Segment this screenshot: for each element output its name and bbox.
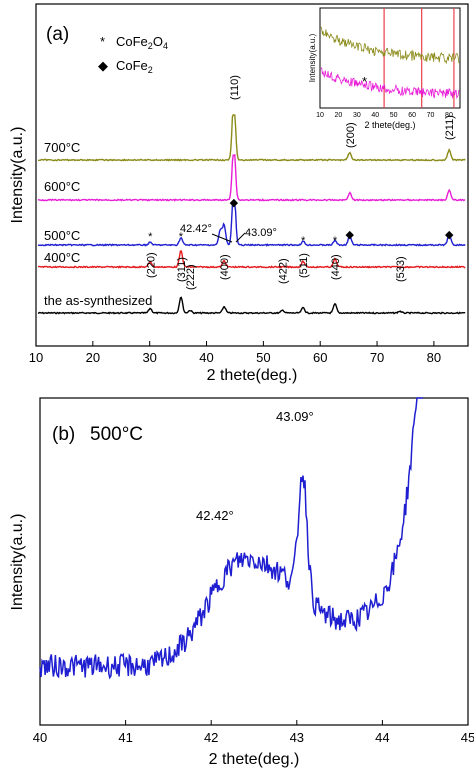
inset-xtick-label: 50 <box>390 112 398 119</box>
peak-marker: * <box>333 235 338 247</box>
panel-a-hkl-labels: (220) (311)(222) (400) (422) (511) (440) (533)… <box>145 75 456 290</box>
peak-marker: * <box>148 231 153 243</box>
series-line <box>37 154 466 202</box>
panel-a-xtick-label: 40 <box>199 350 213 365</box>
inset-series <box>320 8 460 108</box>
panel-a-xtick-label: 20 <box>86 350 100 365</box>
panel-a-xlabel: 2 thete(deg.) <box>207 367 298 384</box>
legend-diamond-symbol: ◆ <box>98 58 108 73</box>
hkl-label: (110) <box>229 75 241 100</box>
panel-b-xlabel: 2 thete(deg.) <box>209 751 300 768</box>
inset-xtick-label: 20 <box>335 112 343 119</box>
hkl-label: (533) <box>395 256 407 282</box>
series-label: 600°C <box>44 179 80 194</box>
panel-a-x-ticks: 10 20 30 40 50 60 70 80 <box>29 341 441 365</box>
series-line <box>38 114 466 162</box>
inset-xtick-label: 40 <box>371 112 379 119</box>
peak-marker: * <box>179 231 184 243</box>
series-label: the as-synthesized <box>44 293 152 308</box>
panel-a-xtick-label: 70 <box>370 350 384 365</box>
series-line <box>38 250 466 269</box>
panel-a: 10 20 30 40 50 60 70 80 (220) (311)(222) (400) (42… <box>9 3 469 384</box>
series-line <box>37 296 466 315</box>
peak-marker: ◆ <box>445 229 454 241</box>
hkl-label: (211) <box>444 115 456 140</box>
panel-a-xtick-label: 30 <box>142 350 156 365</box>
inset: 10 20 30 40 50 60 70 80 * 2 thete(deg.) Intensi… <box>308 7 461 130</box>
peak-marker: ◆ <box>230 197 239 209</box>
inset-xtick-label: 80 <box>445 112 453 119</box>
hkl-label: (220) <box>145 252 157 278</box>
panel-b-annot-42-42: 42.42° <box>196 508 234 523</box>
legend-star-symbol: * <box>100 34 105 49</box>
annot-arrow-2 <box>235 232 246 243</box>
panel-b-xtick-label: 42 <box>204 730 218 745</box>
hkl-label: (311) <box>176 257 188 282</box>
panel-b: 40 41 42 43 44 45 (b) 500°C 2 thete(deg.) Int… <box>9 397 474 768</box>
inset-xtick-label: 70 <box>427 112 435 119</box>
annot-42-42: 42.42° <box>180 223 212 235</box>
panel-b-series-line <box>39 397 424 680</box>
panel-b-x-ticks: 40 41 42 43 44 45 <box>33 720 474 745</box>
panel-a-frame <box>35 3 469 347</box>
hkl-label: (222) <box>185 264 197 290</box>
panel-b-xtick-label: 45 <box>461 730 474 745</box>
inset-x-ticks: 10 20 30 40 50 60 70 80 <box>316 112 453 119</box>
panel-b-xtick-label: 43 <box>290 730 304 745</box>
annot-arrow-1 <box>211 233 233 243</box>
panel-a-xtick-label: 10 <box>29 350 43 365</box>
panel-b-frame <box>39 397 469 726</box>
legend-cofe2o4-label: CoFe2O4 <box>116 34 168 51</box>
panel-b-xtick-label: 41 <box>118 730 132 745</box>
series-label: 500°C <box>44 228 80 243</box>
panel-b-label: (b) <box>52 424 75 445</box>
inset-series-line <box>320 67 460 100</box>
hkl-label: (440) <box>330 254 342 280</box>
inset-xtick-label: 10 <box>316 112 324 119</box>
panel-b-xtick-label: 44 <box>375 730 389 745</box>
legend-cofe2-label: CoFe2 <box>116 58 153 75</box>
annot-43-09: 43.09° <box>245 227 277 239</box>
panel-a-series-labels: the as-synthesized 400°C 500°C 600°C 700°C <box>44 140 152 308</box>
inset-xtick-label: 30 <box>353 112 361 119</box>
panel-b-annot-43-09: 43.09° <box>276 409 314 424</box>
panel-a-label: (a) <box>46 24 69 45</box>
panel-a-xtick-label: 50 <box>256 350 270 365</box>
panel-b-title: 500°C <box>90 424 143 445</box>
hkl-label: (511) <box>298 253 310 278</box>
inset-ylabel: Intensity(a.u.) <box>308 33 317 82</box>
series-line <box>37 203 466 247</box>
peak-marker: ◆ <box>346 229 355 241</box>
panel-b-series <box>39 397 424 680</box>
hkl-label: (422) <box>278 258 290 284</box>
panel-b-ylabel: Intensity(a.u.) <box>9 514 26 611</box>
panel-a-xtick-label: 60 <box>313 350 327 365</box>
peak-marker: * <box>301 235 306 247</box>
panel-a-xtick-label: 80 <box>427 350 441 365</box>
inset-xlabel: 2 thete(deg.) <box>364 120 415 130</box>
series-label: 400°C <box>44 250 80 265</box>
series-label: 700°C <box>44 140 80 155</box>
panel-a-ylabel: Intensity(a.u.) <box>9 127 26 224</box>
inset-xtick-label: 60 <box>408 112 416 119</box>
inset-star: * <box>362 74 367 89</box>
panel-b-xtick-label: 40 <box>33 730 47 745</box>
inset-series-line <box>320 26 460 65</box>
panel-a-series <box>37 114 466 315</box>
hkl-label: (400) <box>219 254 231 280</box>
hkl-label: (200) <box>345 122 357 148</box>
panel-a-peak-markers: * * * * ◆ ◆ ◆ <box>148 197 454 247</box>
